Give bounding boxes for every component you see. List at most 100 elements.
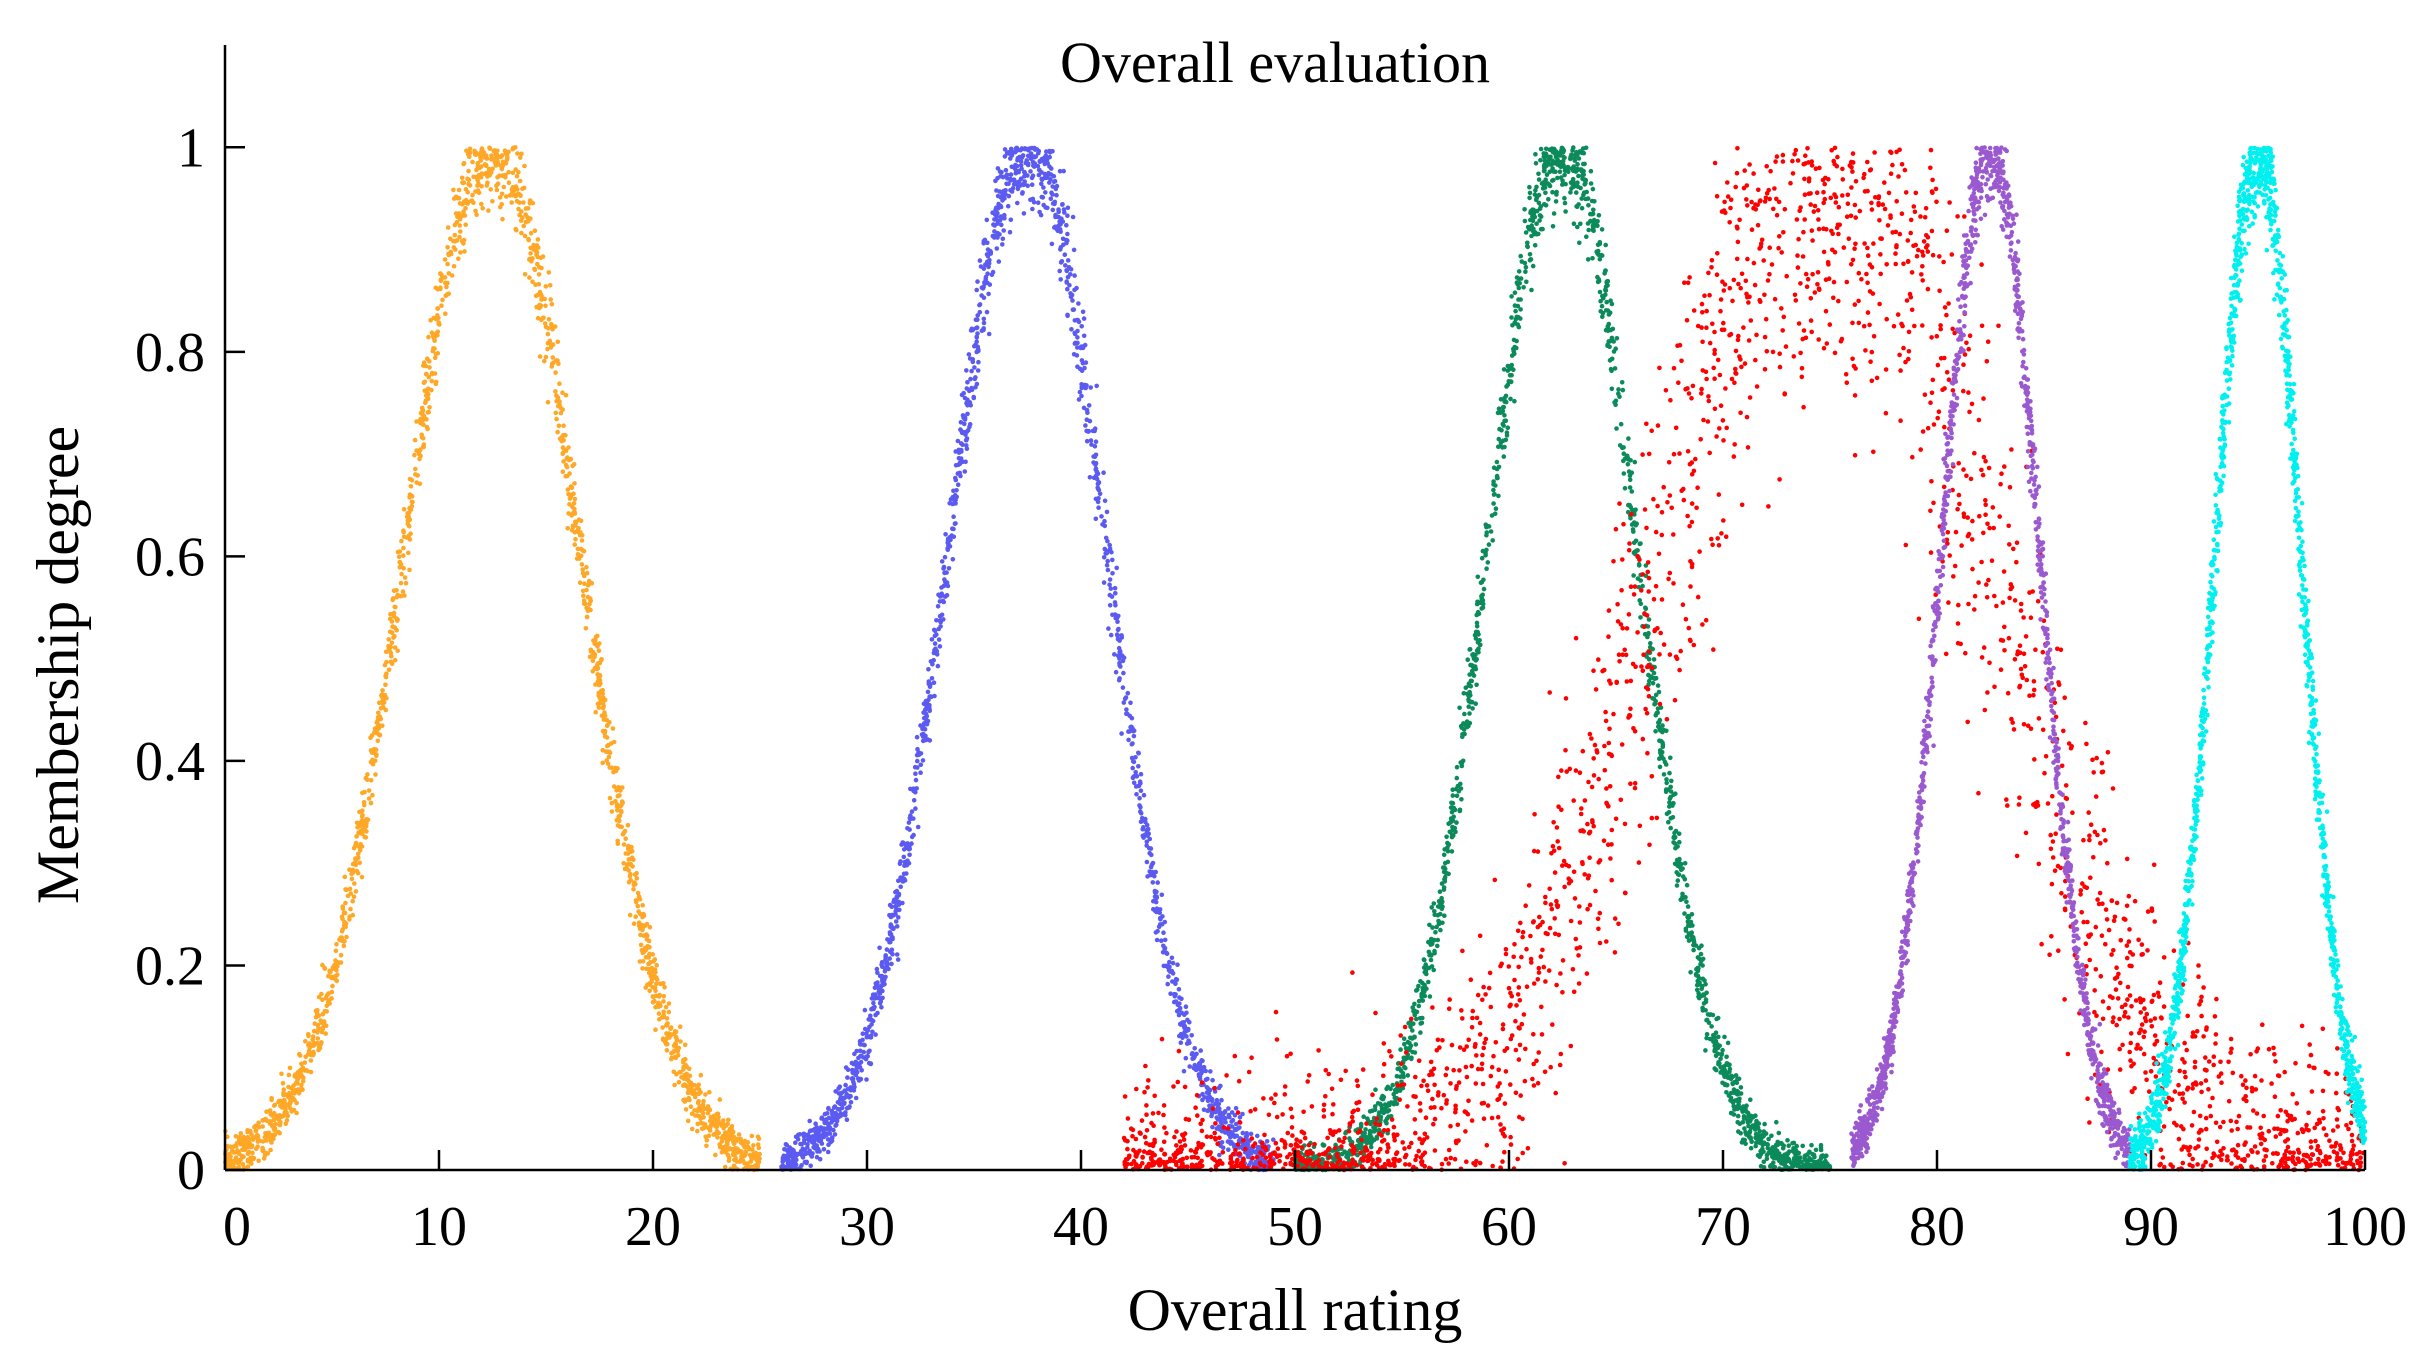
scatter-point bbox=[1668, 755, 1673, 761]
scatter-point bbox=[565, 487, 571, 492]
scatter-point bbox=[832, 1132, 838, 1137]
scatter-point bbox=[1081, 316, 1087, 321]
scatter-point bbox=[997, 232, 1002, 237]
scatter-point bbox=[444, 284, 449, 290]
scatter-point bbox=[676, 1045, 682, 1051]
scatter-point bbox=[340, 904, 346, 909]
scatter-point bbox=[1595, 279, 1601, 285]
scatter-point bbox=[1531, 214, 1536, 219]
scatter-point bbox=[650, 994, 656, 999]
scatter-point bbox=[414, 480, 420, 485]
scatter-point bbox=[733, 1155, 738, 1161]
scatter-point bbox=[1108, 632, 1114, 638]
scatter-point bbox=[454, 220, 460, 225]
scatter-point bbox=[1582, 190, 1587, 195]
scatter-point bbox=[619, 799, 625, 804]
scatter-point bbox=[276, 1129, 281, 1135]
scatter-point bbox=[463, 187, 469, 192]
scatter-point bbox=[1193, 1067, 1199, 1073]
scatter-point bbox=[1030, 173, 1036, 178]
scatter-point bbox=[973, 325, 979, 331]
scatter-point bbox=[698, 1120, 704, 1126]
scatter-point bbox=[238, 1140, 243, 1145]
scatter-point bbox=[1528, 257, 1533, 262]
scatter-point bbox=[986, 291, 991, 297]
scatter-point bbox=[1194, 1051, 1199, 1057]
scatter-point bbox=[631, 921, 637, 926]
scatter-point bbox=[573, 519, 578, 525]
scatter-point bbox=[1143, 816, 1148, 822]
scatter-point bbox=[1558, 175, 1564, 180]
scatter-point bbox=[235, 1160, 240, 1166]
scatter-point bbox=[1065, 205, 1071, 211]
scatter-point bbox=[1538, 157, 1543, 163]
scatter-point bbox=[1155, 928, 1160, 934]
scatter-point bbox=[1209, 1111, 1215, 1116]
scatter-point bbox=[342, 910, 348, 915]
scatter-point bbox=[429, 330, 435, 336]
scatter-point bbox=[871, 1000, 876, 1006]
scatter-point bbox=[250, 1135, 256, 1140]
scatter-point bbox=[887, 912, 892, 918]
scatter-point bbox=[466, 181, 471, 187]
scatter-point bbox=[1138, 771, 1144, 777]
scatter-point bbox=[918, 751, 924, 756]
scatter-point bbox=[1083, 360, 1089, 365]
scatter-point bbox=[540, 254, 546, 259]
scatter-point bbox=[1102, 546, 1108, 552]
scatter-point bbox=[485, 174, 490, 179]
scatter-point bbox=[722, 1164, 728, 1170]
scatter-point bbox=[501, 173, 506, 178]
scatter-point bbox=[418, 416, 424, 422]
scatter-point bbox=[1781, 1161, 1787, 1167]
scatter-point bbox=[443, 311, 448, 317]
scatter-point bbox=[417, 456, 422, 462]
scatter-point bbox=[695, 1086, 700, 1091]
scatter-point bbox=[482, 154, 487, 160]
scatter-point bbox=[435, 332, 440, 338]
scatter-point bbox=[1162, 937, 1168, 943]
scatter-point bbox=[627, 912, 633, 918]
scatter-point bbox=[756, 1136, 762, 1141]
scatter-point bbox=[451, 196, 457, 201]
scatter-point bbox=[1586, 227, 1591, 233]
scatter-point bbox=[1706, 1020, 1712, 1025]
scatter-point bbox=[643, 955, 649, 960]
scatter-point bbox=[1524, 279, 1529, 285]
scatter-point bbox=[1010, 186, 1016, 191]
scatter-point bbox=[320, 997, 325, 1002]
scatter-point bbox=[383, 682, 388, 688]
scatter-point bbox=[901, 871, 907, 877]
scatter-point bbox=[502, 148, 508, 153]
scatter-point bbox=[1532, 192, 1538, 197]
scatter-point bbox=[947, 501, 952, 506]
scatter-point bbox=[425, 396, 431, 402]
scatter-point bbox=[1096, 505, 1101, 511]
scatter-point bbox=[1133, 755, 1138, 760]
scatter-point bbox=[1486, 542, 1492, 547]
scatter-point bbox=[400, 589, 406, 594]
scatter-point bbox=[998, 204, 1004, 210]
scatter-point bbox=[1165, 965, 1171, 970]
scatter-point bbox=[276, 1117, 282, 1122]
scatter-point bbox=[446, 271, 452, 276]
scatter-point bbox=[538, 292, 543, 297]
scatter-point bbox=[940, 598, 946, 604]
scatter-point bbox=[469, 198, 475, 203]
scatter-point bbox=[1138, 788, 1144, 793]
scatter-point bbox=[1137, 795, 1142, 801]
scatter-point bbox=[644, 921, 650, 927]
scatter-point bbox=[1008, 217, 1014, 223]
scatter-point bbox=[861, 1049, 866, 1055]
scatter-point bbox=[401, 534, 407, 540]
scatter-point bbox=[615, 808, 620, 813]
scatter-point bbox=[1467, 711, 1472, 716]
scatter-point bbox=[1024, 158, 1029, 163]
scatter-point bbox=[1012, 149, 1018, 155]
scatter-point bbox=[567, 471, 572, 476]
scatter-point bbox=[311, 1040, 317, 1046]
scatter-point bbox=[519, 209, 524, 214]
scatter-point bbox=[1072, 287, 1077, 293]
scatter-point bbox=[1536, 192, 1542, 198]
scatter-point bbox=[1491, 479, 1496, 484]
